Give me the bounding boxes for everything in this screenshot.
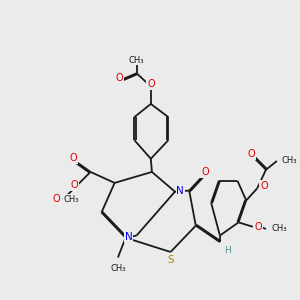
Text: H: H	[224, 245, 231, 254]
Text: O: O	[70, 153, 77, 163]
Text: O: O	[70, 180, 78, 190]
Text: O: O	[115, 74, 123, 83]
Text: CH₃: CH₃	[281, 157, 297, 166]
Text: CH₃: CH₃	[63, 195, 79, 204]
Text: S: S	[167, 255, 174, 265]
Text: CH₃: CH₃	[110, 264, 126, 273]
Text: N: N	[124, 232, 132, 242]
Text: O: O	[147, 79, 154, 89]
Text: N: N	[176, 186, 184, 196]
Text: O: O	[260, 181, 268, 191]
Text: O: O	[201, 167, 209, 177]
Text: O: O	[52, 194, 60, 204]
Text: O: O	[248, 149, 255, 159]
Text: CH₃: CH₃	[129, 56, 144, 65]
Text: O: O	[254, 222, 262, 232]
Text: CH₃: CH₃	[272, 224, 287, 233]
